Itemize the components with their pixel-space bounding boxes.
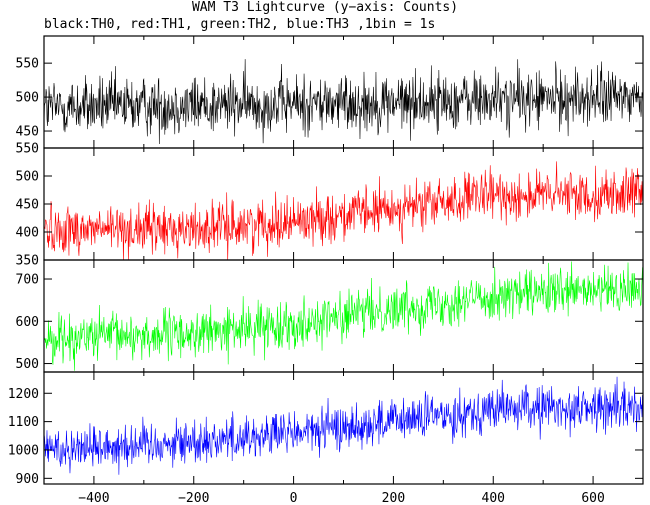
y-tick-label: 450 — [16, 198, 39, 213]
y-tick-label: 500 — [16, 357, 39, 372]
x-tick-label: 0 — [290, 491, 298, 505]
x-tick-label: 600 — [581, 491, 604, 505]
y-tick-label: 1200 — [8, 387, 39, 402]
y-tick-label: 1100 — [8, 415, 39, 430]
x-tick-label: −200 — [178, 491, 209, 505]
x-tick-label: −400 — [78, 491, 109, 505]
series-th2 — [44, 261, 643, 371]
y-tick-label: 1000 — [8, 443, 39, 458]
y-tick-label: 900 — [16, 472, 39, 487]
y-tick-label: 400 — [16, 226, 39, 241]
chart-subtitle: black:TH0, red:TH1, green:TH2, blue:TH3 … — [44, 17, 436, 32]
tick-layer — [43, 36, 644, 484]
label-layer: 450 500 550 350 400 450 500 550 500 600 700 900 1000… — [8, 57, 605, 505]
y-tick-label: 700 — [16, 273, 39, 288]
y-tick-label: 450 — [16, 125, 39, 140]
series-layer — [44, 59, 643, 475]
series-th3 — [44, 376, 643, 475]
x-tick-label: 200 — [382, 491, 405, 505]
series-th0 — [44, 59, 643, 144]
y-tick-label: 350 — [16, 254, 39, 269]
y-tick-label: 550 — [16, 57, 39, 72]
x-tick-label: 400 — [482, 491, 505, 505]
y-tick-label: 600 — [16, 315, 39, 330]
series-th1 — [44, 161, 643, 260]
chart-title: WAM T3 Lightcurve (y−axis: Counts) — [191, 0, 459, 15]
y-tick-label: 500 — [16, 170, 39, 185]
y-tick-label: 550 — [16, 142, 39, 157]
y-tick-label: 500 — [16, 91, 39, 106]
